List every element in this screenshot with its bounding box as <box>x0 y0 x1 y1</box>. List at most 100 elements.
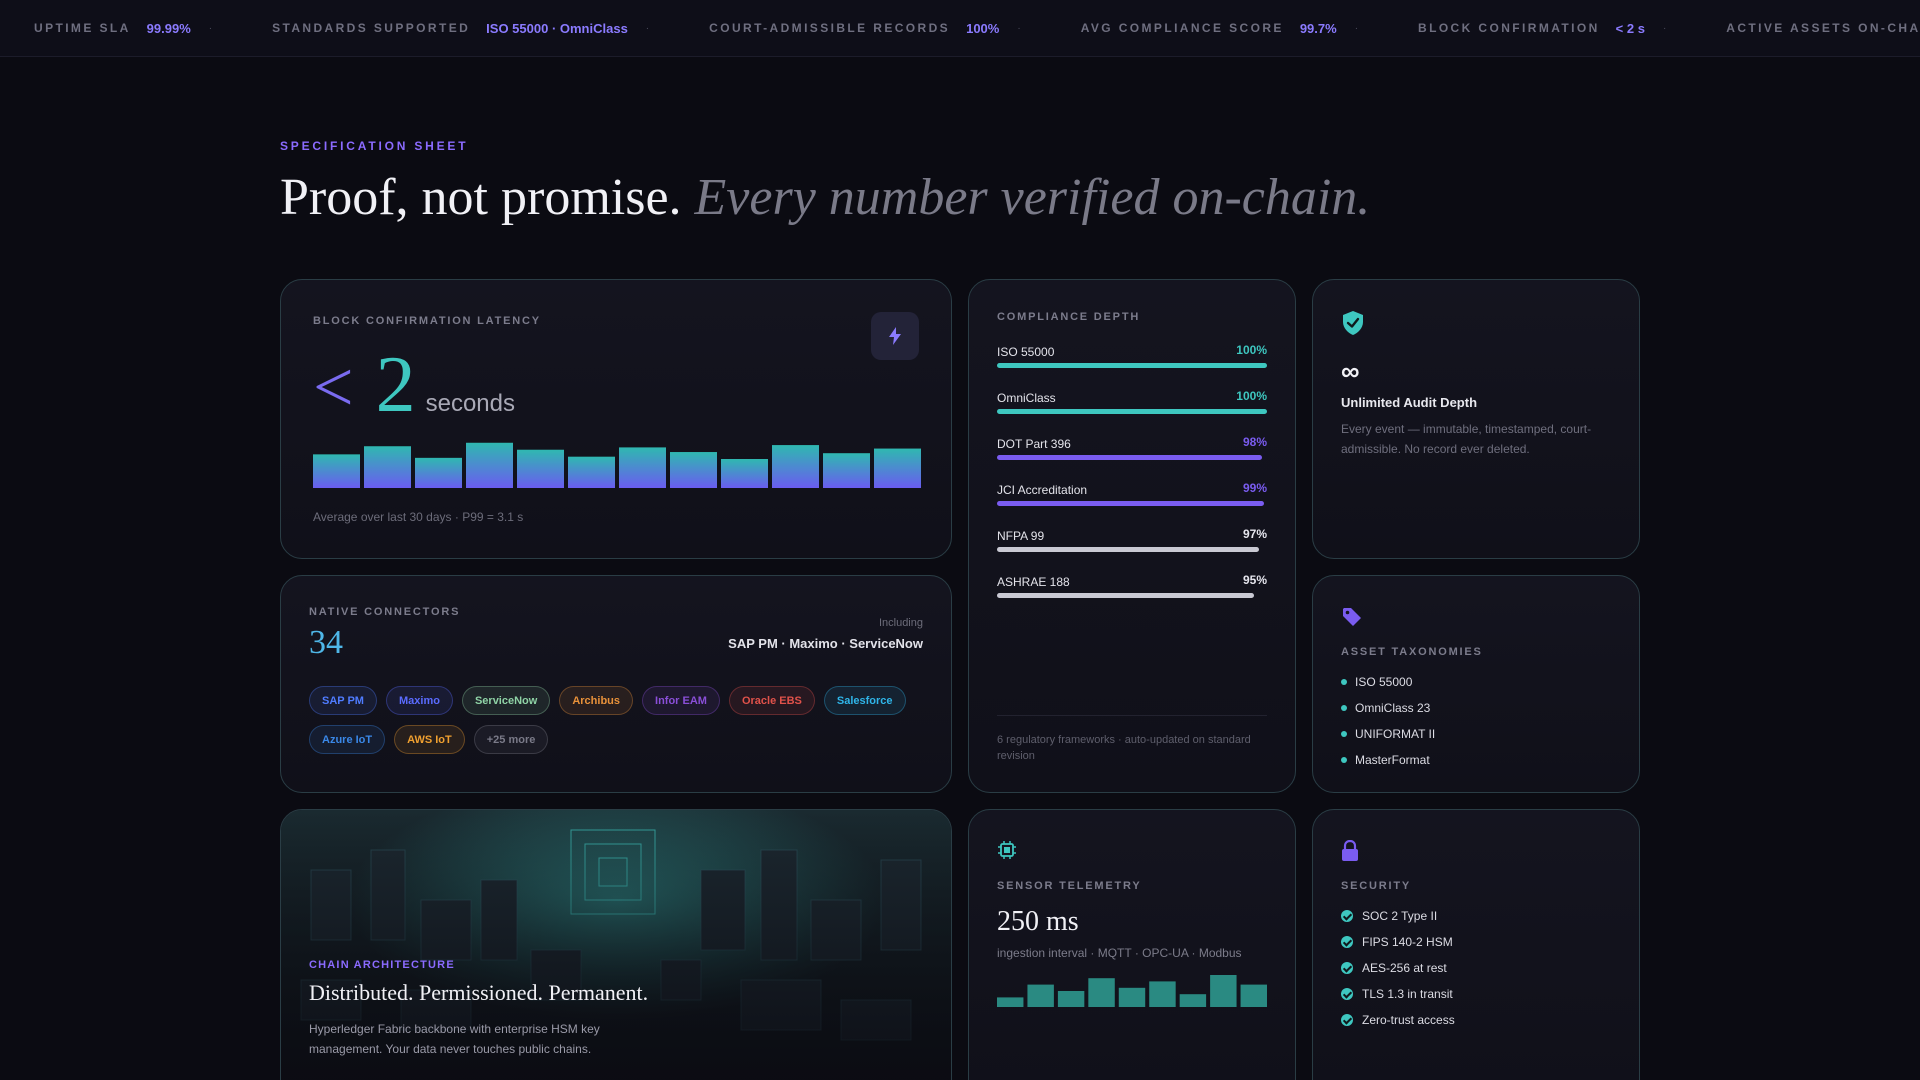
ticker-item: ACTIVE ASSETS ON-CHAIN2.4 M+ <box>1726 21 1920 36</box>
circuit-city-image <box>281 810 951 1080</box>
taxonomy-label: MasterFormat <box>1355 753 1430 767</box>
compliance-fill <box>997 593 1254 598</box>
latency-bar <box>364 446 411 488</box>
latency-bar <box>415 457 462 488</box>
compliance-track <box>997 455 1267 460</box>
connector-chip[interactable]: Maximo <box>385 686 453 715</box>
compliance-fill <box>997 501 1265 506</box>
security-list: SOC 2 Type II FIPS 140-2 HSM AES-256 at re… <box>1341 903 1455 1033</box>
security-label-text: FIPS 140-2 HSM <box>1362 935 1453 949</box>
check-icon <box>1341 962 1353 974</box>
ticker-separator: · <box>208 22 213 34</box>
security-item: SOC 2 Type II <box>1341 903 1455 929</box>
taxonomies-label: ASSET TAXONOMIES <box>1341 646 1483 658</box>
ticker-value: < 2 s <box>1615 20 1645 36</box>
including-value: SAP PM · Maximo · ServiceNow <box>728 636 923 651</box>
audit-description: Every event — immutable, timestamped, co… <box>1341 422 1592 456</box>
compliance-percent: 99% <box>1242 481 1267 495</box>
latency-bar <box>619 447 666 488</box>
compliance-track <box>997 593 1267 598</box>
telemetry-bar <box>1240 984 1267 1007</box>
compliance-fill <box>997 455 1262 460</box>
connector-chip[interactable]: Salesforce <box>823 686 906 715</box>
including-label: Including <box>878 617 923 629</box>
architecture-label: CHAIN ARCHITECTURE <box>309 959 455 971</box>
latency-label: BLOCK CONFIRMATION LATENCY <box>313 315 541 327</box>
compliance-percent: 97% <box>1242 527 1267 541</box>
compliance-percent: 100% <box>1236 389 1267 403</box>
compliance-percent: 100% <box>1236 343 1267 357</box>
compliance-row: JCI Accreditation 99% <box>997 481 1267 527</box>
taxonomy-label: ISO 55000 <box>1355 675 1413 689</box>
compliance-track <box>997 547 1267 552</box>
ticker-label: AVG COMPLIANCE SCORE <box>1080 21 1284 35</box>
compliance-fill <box>997 409 1267 414</box>
ticker-separator: · <box>645 22 650 34</box>
latency-unit: seconds <box>425 390 515 417</box>
taxonomy-label: UNIFORMAT II <box>1355 727 1436 741</box>
bullet-dot <box>1341 757 1347 763</box>
connector-chip[interactable]: Azure IoT <box>309 725 386 754</box>
compliance-percent: 98% <box>1242 435 1267 449</box>
headline-muted: Every number verified on-chain. <box>694 169 1371 226</box>
security-item: Zero-trust access <box>1341 1007 1455 1033</box>
connector-chips: SAP PM Maximo ServiceNow Archibus Infor EAM O… <box>309 686 929 754</box>
telemetry-bar <box>1118 987 1146 1007</box>
connector-chip[interactable]: Archibus <box>559 686 634 715</box>
latency-value: 2 <box>375 341 416 429</box>
security-card: SECURITY SOC 2 Type II FIPS 140-2 HSM AES-… <box>1312 809 1640 1080</box>
bullet-dot <box>1341 731 1347 737</box>
connector-chip[interactable]: Infor EAM <box>642 686 720 715</box>
security-item: AES-256 at rest <box>1341 955 1455 981</box>
ticker-item: STANDARDS SUPPORTED ISO 55000 · OmniClass… <box>272 21 709 36</box>
less-than-symbol: < <box>313 347 354 427</box>
page-headline: Proof, not promise. Every number verifie… <box>280 168 1370 227</box>
check-icon <box>1341 910 1353 922</box>
ticker-value: 99.7% <box>1299 20 1337 36</box>
telemetry-label: SENSOR TELEMETRY <box>997 880 1142 892</box>
compliance-name: OmniClass <box>997 391 1056 405</box>
compliance-fill <box>997 547 1259 552</box>
security-label-text: TLS 1.3 in transit <box>1362 987 1453 1001</box>
eyebrow-label: SPECIFICATION SHEET <box>280 139 469 153</box>
check-icon <box>1341 988 1353 1000</box>
chip-icon <box>997 840 1017 865</box>
connector-chip[interactable]: +25 more <box>473 725 549 754</box>
security-label: SECURITY <box>1341 880 1412 892</box>
security-item: FIPS 140-2 HSM <box>1341 929 1455 955</box>
security-label-text: AES-256 at rest <box>1362 961 1447 975</box>
compliance-fill <box>997 363 1267 368</box>
latency-bar <box>874 448 921 488</box>
ticker-label: COURT-ADMISSIBLE RECORDS <box>709 21 951 35</box>
ticker-value: ISO 55000 · OmniClass <box>486 20 628 36</box>
ticker-label: ACTIVE ASSETS ON-CHAIN <box>1726 21 1920 35</box>
shield-check-icon <box>1341 310 1365 341</box>
telemetry-value: 250 ms <box>997 906 1079 937</box>
ticker-label: BLOCK CONFIRMATION <box>1418 21 1600 35</box>
connector-chip[interactable]: AWS IoT <box>394 725 465 754</box>
security-item: TLS 1.3 in transit <box>1341 981 1455 1007</box>
lock-icon <box>1341 839 1359 867</box>
ticker-item: COURT-ADMISSIBLE RECORDS 100% · <box>709 21 1081 36</box>
compliance-card: COMPLIANCE DEPTH ISO 55000 100% OmniClass 1… <box>968 279 1296 793</box>
ticker-item: BLOCK CONFIRMATION < 2 s · <box>1418 21 1726 36</box>
telemetry-subtext: ingestion interval · MQTT · OPC-UA · Mod… <box>997 946 1242 960</box>
telemetry-bar <box>1149 981 1176 1007</box>
connector-chip[interactable]: Oracle EBS <box>728 686 815 715</box>
taxonomy-item: ISO 55000 <box>1341 669 1435 695</box>
compliance-name: NFPA 99 <box>997 529 1045 543</box>
security-label-text: SOC 2 Type II <box>1362 909 1438 923</box>
connector-chip[interactable]: SAP PM <box>309 686 377 715</box>
telemetry-bar <box>1210 975 1237 1007</box>
ticker-separator: · <box>1354 22 1359 34</box>
telemetry-card: SENSOR TELEMETRY 250 ms ingestion interv… <box>968 809 1296 1080</box>
telemetry-bar <box>997 997 1024 1007</box>
ticker-separator: · <box>1662 22 1667 34</box>
latency-bar <box>772 445 819 488</box>
connector-chip[interactable]: ServiceNow <box>461 686 551 715</box>
latency-note: Average over last 30 days · P99 = 3.1 s <box>313 510 524 524</box>
ticker-label: STANDARDS SUPPORTED <box>272 21 471 35</box>
compliance-track <box>997 363 1267 368</box>
taxonomy-label: OmniClass 23 <box>1355 701 1431 715</box>
tag-icon <box>1341 606 1363 633</box>
